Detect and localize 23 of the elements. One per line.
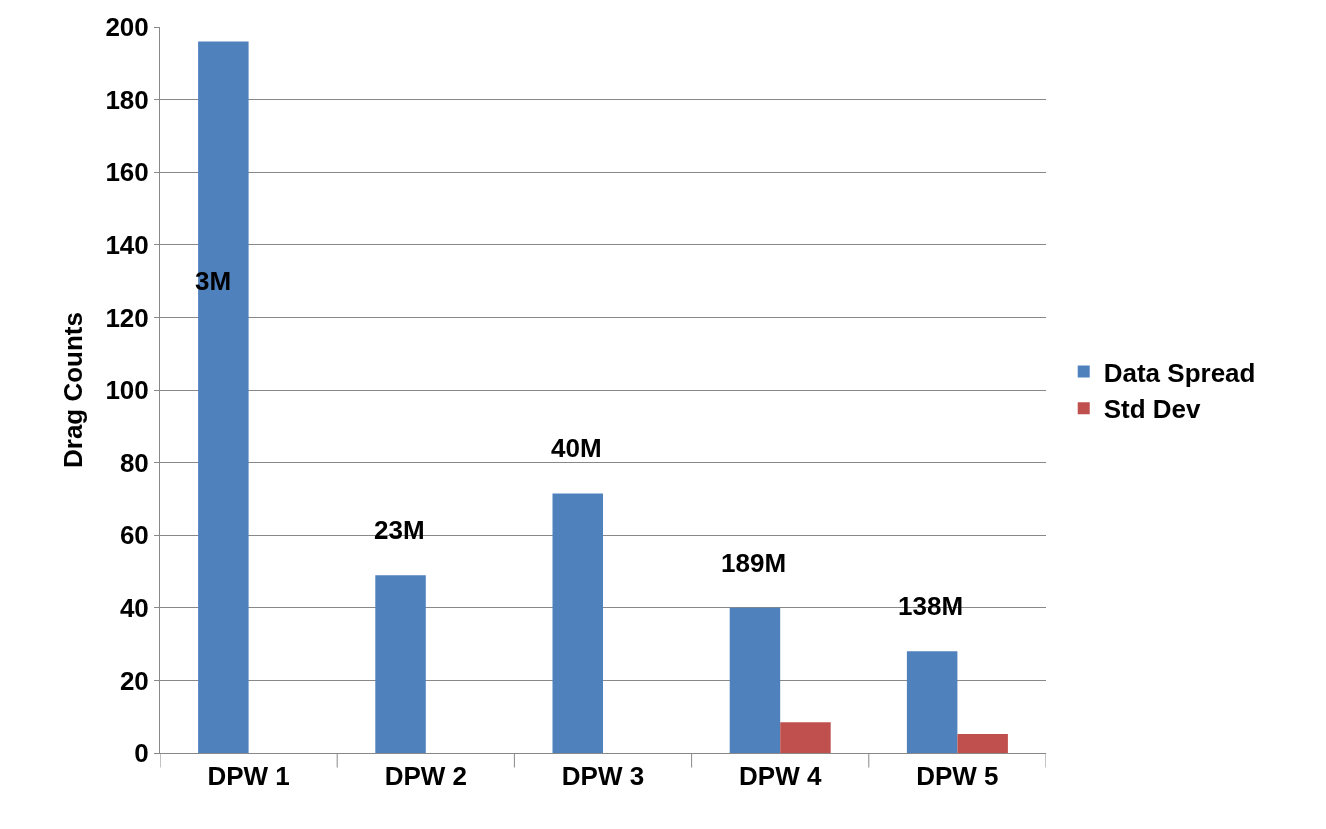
annotation: 138M [898, 591, 964, 621]
y-axis-title: Drag Counts [57, 312, 88, 468]
legend-label: Data Spread [1103, 357, 1256, 388]
y-tick-label: 140 [105, 229, 149, 260]
y-tick-label: 200 [105, 12, 149, 43]
annotation: 189M [721, 548, 787, 578]
legend-label: Std Dev [1103, 394, 1202, 425]
y-tick-label: 0 [134, 738, 149, 769]
x-tick-label: DPW 4 [739, 761, 822, 792]
y-tick-label: 20 [119, 665, 149, 696]
y-tick-label: 60 [119, 520, 149, 551]
x-tick-label: DPW 1 [207, 761, 290, 792]
y-tick-label: 180 [105, 84, 149, 115]
y-tick-label: 160 [105, 157, 149, 188]
y-tick-label: 40 [119, 592, 149, 623]
x-tick-label: DPW 5 [916, 761, 999, 792]
annotation: 40M [551, 433, 602, 463]
y-tick-label: 100 [105, 375, 149, 406]
annotation: 23M [374, 515, 425, 545]
x-tick-label: DPW 3 [561, 761, 645, 792]
x-tick-label: DPW 2 [384, 761, 467, 792]
y-tick-label: 80 [119, 447, 149, 478]
y-tick-label: 120 [105, 302, 149, 333]
